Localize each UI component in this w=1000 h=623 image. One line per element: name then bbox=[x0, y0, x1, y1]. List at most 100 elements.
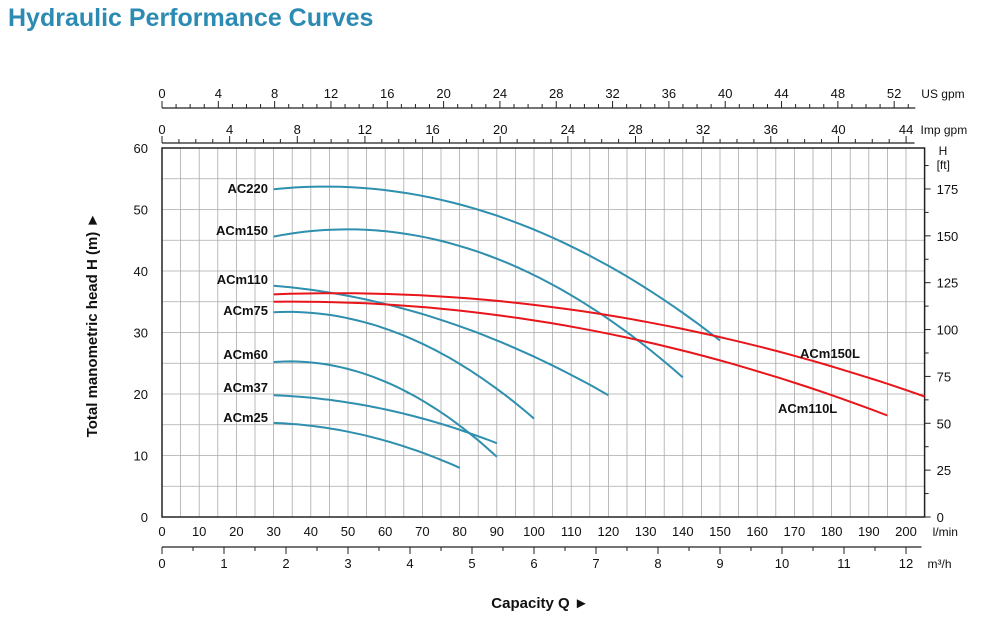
ft-axis-label: H bbox=[939, 144, 948, 158]
curve-ac220 bbox=[273, 185, 721, 342]
y-tick-label: 10 bbox=[134, 449, 148, 464]
us-gpm-axis-tick-label: 36 bbox=[662, 86, 676, 101]
ft-tick-label: 25 bbox=[937, 463, 951, 478]
curve-label-acm150l: ACm150L bbox=[800, 346, 860, 361]
x-tick-label: 80 bbox=[452, 524, 466, 539]
x-tick-label: 140 bbox=[672, 524, 694, 539]
imp-gpm-axis-tick-label: 8 bbox=[294, 122, 301, 137]
x-tick-label: 100 bbox=[523, 524, 545, 539]
y-tick-label: 60 bbox=[134, 141, 148, 156]
x-tick-label: 40 bbox=[304, 524, 318, 539]
m3h-axis-tick-label: 9 bbox=[716, 556, 723, 571]
x-tick-label: 160 bbox=[746, 524, 768, 539]
us-gpm-axis-tick-label: 16 bbox=[380, 86, 394, 101]
m3h-axis-tick-label: 11 bbox=[837, 556, 851, 571]
m3h-axis-tick-label: 10 bbox=[775, 556, 789, 571]
m3h-axis-tick-label: 5 bbox=[468, 556, 475, 571]
ft-tick-label: 125 bbox=[937, 276, 959, 291]
y-axis-title: Total manometric head H (m) ► bbox=[84, 213, 101, 438]
imp-gpm-axis-tick-label: 16 bbox=[425, 122, 439, 137]
imp-gpm-axis-tick-label: 28 bbox=[628, 122, 642, 137]
x-tick-label: 50 bbox=[341, 524, 355, 539]
curve-label-acm75: ACm75 bbox=[223, 303, 268, 318]
curve-acm60 bbox=[273, 360, 498, 458]
x-unit-label: l/min bbox=[933, 525, 958, 539]
curve-label-acm25: ACm25 bbox=[223, 410, 268, 425]
curve-acm37 bbox=[273, 394, 498, 445]
imp-gpm-axis-tick-label: 12 bbox=[358, 122, 372, 137]
m3h-axis-tick-label: 6 bbox=[530, 556, 537, 571]
x-tick-label: 60 bbox=[378, 524, 392, 539]
m3h-axis-tick-label: 7 bbox=[592, 556, 599, 571]
imp-gpm-axis-tick-label: 40 bbox=[831, 122, 845, 137]
imp-gpm-axis-tick-label: 36 bbox=[764, 122, 778, 137]
imp-gpm-axis-tick-label: 24 bbox=[561, 122, 575, 137]
curve-label-acm110: ACm110 bbox=[217, 272, 268, 287]
curve-acm150l bbox=[273, 292, 925, 398]
x-tick-label: 180 bbox=[821, 524, 843, 539]
m3h-axis-tick-label: 3 bbox=[344, 556, 351, 571]
us-gpm-axis-tick-label: 0 bbox=[158, 86, 165, 101]
y-tick-label: 50 bbox=[134, 203, 148, 218]
m3h-axis-tick-label: 2 bbox=[282, 556, 289, 571]
x-tick-label: 90 bbox=[490, 524, 504, 539]
imp-gpm-axis-unit-label: Imp gpm bbox=[921, 123, 968, 137]
us-gpm-axis-tick-label: 8 bbox=[271, 86, 278, 101]
ft-axis-unit: [ft] bbox=[937, 158, 950, 172]
us-gpm-axis-tick-label: 24 bbox=[493, 86, 507, 101]
m3h-axis-tick-label: 0 bbox=[158, 556, 165, 571]
y-tick-label: 0 bbox=[141, 510, 148, 525]
us-gpm-axis-tick-label: 12 bbox=[324, 86, 338, 101]
ft-tick-label: 100 bbox=[937, 323, 959, 338]
ft-tick-label: 50 bbox=[937, 416, 951, 431]
x-tick-label: 200 bbox=[895, 524, 917, 539]
curve-acm150 bbox=[273, 228, 684, 379]
x-tick-label: 150 bbox=[709, 524, 731, 539]
y-tick-label: 20 bbox=[134, 387, 148, 402]
x-tick-label: 130 bbox=[635, 524, 657, 539]
x-tick-label: 110 bbox=[561, 524, 582, 539]
us-gpm-axis-tick-label: 40 bbox=[718, 86, 732, 101]
us-gpm-axis-tick-label: 48 bbox=[831, 86, 845, 101]
x-axis-title: Capacity Q ► bbox=[491, 595, 588, 612]
curve-label-acm60: ACm60 bbox=[223, 347, 268, 362]
imp-gpm-axis-tick-label: 0 bbox=[158, 122, 165, 137]
us-gpm-axis-tick-label: 32 bbox=[605, 86, 619, 101]
us-gpm-axis-tick-label: 4 bbox=[215, 86, 222, 101]
x-tick-label: 120 bbox=[598, 524, 620, 539]
curve-label-ac220: AC220 bbox=[228, 181, 268, 196]
plot-frame bbox=[161, 147, 926, 518]
ft-tick-label: 175 bbox=[937, 182, 959, 197]
x-tick-label: 0 bbox=[158, 524, 165, 539]
x-tick-label: 30 bbox=[266, 524, 280, 539]
x-tick-label: 190 bbox=[858, 524, 880, 539]
curve-acm25 bbox=[273, 421, 461, 469]
us-gpm-axis-tick-label: 20 bbox=[436, 86, 450, 101]
m3h-axis-tick-label: 12 bbox=[899, 556, 913, 571]
ft-tick-label: 0 bbox=[937, 510, 944, 525]
imp-gpm-axis-tick-label: 20 bbox=[493, 122, 507, 137]
m3h-axis-tick-label: 4 bbox=[406, 556, 413, 571]
x-tick-label: 10 bbox=[192, 524, 206, 539]
ft-tick-label: 150 bbox=[937, 229, 959, 244]
imp-gpm-axis-tick-label: 32 bbox=[696, 122, 710, 137]
m3h-axis-tick-label: 1 bbox=[220, 556, 227, 571]
us-gpm-axis-tick-label: 44 bbox=[774, 86, 788, 101]
imp-gpm-axis-tick-label: 44 bbox=[899, 122, 913, 137]
curve-label-acm110l: ACm110L bbox=[778, 401, 837, 416]
us-gpm-axis-tick-label: 28 bbox=[549, 86, 563, 101]
y-tick-label: 30 bbox=[134, 326, 148, 341]
chart-title: Hydraulic Performance Curves bbox=[8, 4, 374, 32]
ft-tick-label: 75 bbox=[937, 369, 951, 384]
m3h-axis-unit-label: m³/h bbox=[928, 557, 952, 571]
x-tick-label: 20 bbox=[229, 524, 243, 539]
y-tick-label: 40 bbox=[134, 264, 148, 279]
curve-acm75 bbox=[273, 310, 535, 420]
curve-acm110l bbox=[273, 300, 888, 417]
us-gpm-axis-unit-label: US gpm bbox=[921, 87, 964, 101]
curve-label-acm37: ACm37 bbox=[223, 380, 268, 395]
x-tick-label: 70 bbox=[415, 524, 429, 539]
us-gpm-axis-tick-label: 52 bbox=[887, 86, 901, 101]
imp-gpm-axis-tick-label: 4 bbox=[226, 122, 233, 137]
